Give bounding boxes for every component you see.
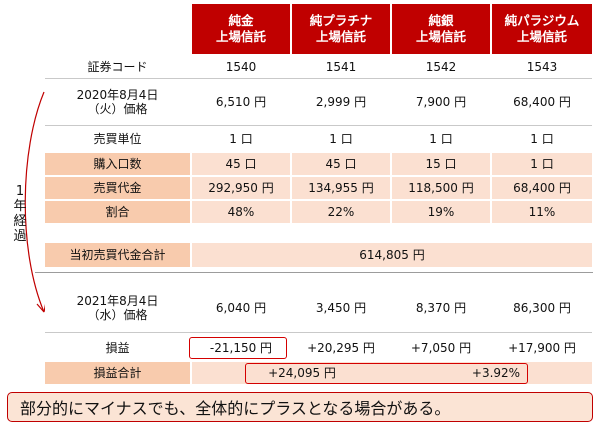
- initial-total-value: 614,805 円: [192, 243, 592, 267]
- price-2020-date: 2020年8月4日: [76, 88, 159, 102]
- price-2021-caption: （水）価格: [87, 308, 148, 322]
- code-palladium: 1543: [492, 56, 592, 77]
- header-gold-line1: 純金: [228, 13, 254, 28]
- amount-platinum: 134,955 円: [292, 177, 390, 199]
- row-label-profit-loss: 損益: [45, 336, 190, 360]
- elapsed-char-2: 年: [13, 199, 27, 214]
- row-label-purchase-units: 購入口数: [45, 153, 190, 175]
- pl-total-row: [192, 362, 592, 384]
- header-palladium-line2: 上場信託: [516, 29, 567, 44]
- price-2021-gold: 6,040 円: [192, 286, 290, 330]
- unit-gold: 1 口: [192, 127, 290, 151]
- header-silver-line2: 上場信託: [415, 29, 466, 44]
- ratio-platinum: 22%: [292, 201, 390, 223]
- row-label-price-2021: 2021年8月4日 （水）価格: [45, 286, 190, 330]
- row-label-trading-unit: 売買単位: [45, 127, 190, 151]
- header-silver: 純銀 上場信託: [392, 4, 490, 54]
- header-platinum-line1: 純プラチナ: [309, 13, 373, 28]
- unit-palladium: 1 口: [492, 127, 592, 151]
- elapsed-one-year-label: 1 年 経 過: [12, 184, 28, 244]
- negative-highlight-box: [189, 337, 287, 359]
- amount-silver: 118,500 円: [392, 177, 490, 199]
- amount-palladium: 68,400 円: [492, 177, 592, 199]
- elapsed-char-1: 1: [15, 184, 25, 199]
- elapsed-char-3: 経: [13, 214, 27, 229]
- row-label-pl-total: 損益合計: [45, 362, 190, 384]
- header-platinum-line2: 上場信託: [315, 29, 366, 44]
- price-2021-silver: 8,370 円: [392, 286, 490, 330]
- header-gold: 純金 上場信託: [192, 4, 290, 54]
- header-platinum: 純プラチナ 上場信託: [292, 4, 390, 54]
- price-2021-date: 2021年8月4日: [76, 294, 159, 308]
- pl-platinum: +20,295 円: [292, 336, 390, 360]
- row-label-ratio: 割合: [45, 201, 190, 223]
- header-silver-line1: 純銀: [428, 13, 454, 28]
- price-2021-platinum: 3,450 円: [292, 286, 390, 330]
- elapsed-arrow-icon: [24, 91, 47, 313]
- ratio-silver: 19%: [392, 201, 490, 223]
- code-silver: 1542: [392, 56, 490, 77]
- amount-gold: 292,950 円: [192, 177, 290, 199]
- purchase-platinum: 45 口: [292, 153, 390, 175]
- price-2020-gold: 6,510 円: [192, 80, 290, 124]
- pl-palladium: +17,900 円: [492, 336, 592, 360]
- pl-gold: -21,150 円: [192, 336, 290, 360]
- unit-silver: 1 口: [392, 127, 490, 151]
- header-gold-line2: 上場信託: [215, 29, 266, 44]
- header-palladium-line1: 純パラジウム: [504, 13, 580, 28]
- total-highlight-box: [245, 363, 528, 384]
- elapsed-char-4: 過: [13, 229, 27, 244]
- pl-silver: +7,050 円: [392, 336, 490, 360]
- purchase-palladium: 1 口: [492, 153, 592, 175]
- code-platinum: 1541: [292, 56, 390, 77]
- price-2020-platinum: 2,999 円: [292, 80, 390, 124]
- row-label-initial-total: 当初売買代金合計: [45, 243, 190, 267]
- period-divider: [35, 272, 593, 273]
- unit-platinum: 1 口: [292, 127, 390, 151]
- pl-total-pct: +3.92%: [471, 366, 521, 380]
- code-gold: 1540: [192, 56, 290, 77]
- row-label-price-2020: 2020年8月4日 （火）価格: [45, 80, 190, 124]
- row-label-trade-amount: 売買代金: [45, 177, 190, 199]
- price-2020-palladium: 68,400 円: [492, 80, 592, 124]
- pl-total-yen: +24,095 円: [268, 366, 336, 380]
- price-2020-silver: 7,900 円: [392, 80, 490, 124]
- summary-note: 部分的にマイナスでも、全体的にプラスとなる場合がある。: [7, 392, 593, 422]
- header-palladium: 純パラジウム 上場信託: [492, 4, 592, 54]
- row-label-code: 証券コード: [45, 56, 190, 77]
- price-2021-palladium: 86,300 円: [492, 286, 592, 330]
- price-2020-caption: （火）価格: [87, 102, 148, 116]
- purchase-silver: 15 口: [392, 153, 490, 175]
- ratio-gold: 48%: [192, 201, 290, 223]
- ratio-palladium: 11%: [492, 201, 592, 223]
- purchase-gold: 45 口: [192, 153, 290, 175]
